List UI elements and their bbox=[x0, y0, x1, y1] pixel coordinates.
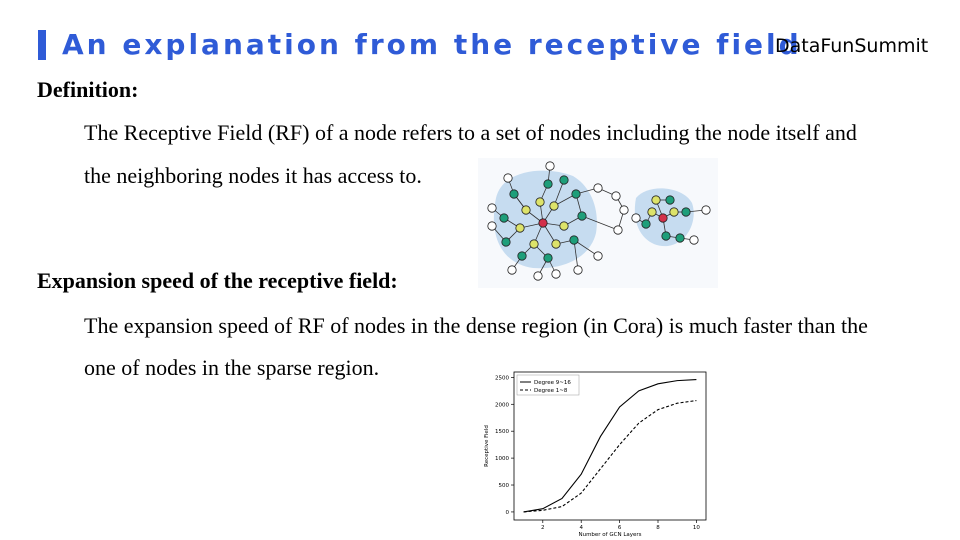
graph-node-hop2 bbox=[509, 189, 519, 199]
graph-node-hop1 bbox=[559, 221, 569, 231]
graph-node-outer bbox=[593, 251, 603, 261]
graph-node-outer bbox=[551, 269, 561, 279]
legend-label-2: Degree 1~8 bbox=[534, 388, 568, 394]
graph-node-hop2 bbox=[569, 235, 579, 245]
graph-node-outer bbox=[545, 161, 555, 171]
x-tick-label: 6 bbox=[618, 525, 622, 531]
x-tick-label: 4 bbox=[579, 525, 583, 531]
graph-node-outer bbox=[613, 225, 623, 235]
y-tick-label: 2000 bbox=[495, 402, 509, 408]
graph-node-outer bbox=[487, 221, 497, 231]
y-tick-label: 0 bbox=[506, 510, 510, 516]
y-tick-label: 500 bbox=[499, 483, 510, 489]
legend-label-1: Degree 9~16 bbox=[534, 380, 571, 386]
graph-node-hop2 bbox=[665, 195, 675, 205]
x-tick-label: 10 bbox=[693, 525, 700, 531]
definition-heading: Definition: bbox=[37, 77, 139, 102]
chart-legend-box bbox=[516, 374, 580, 396]
graph-node-outer bbox=[507, 265, 517, 275]
graph-node-hop1 bbox=[521, 205, 531, 215]
graph-node-outer bbox=[573, 265, 583, 275]
y-tick-label: 1500 bbox=[495, 429, 509, 435]
graph-edge bbox=[573, 239, 579, 271]
graph-node-center bbox=[658, 213, 668, 223]
graph-node-outer bbox=[533, 271, 543, 281]
graph-node-hop2 bbox=[501, 237, 511, 247]
expansion-line-1: The expansion speed of RF of nodes in th… bbox=[84, 313, 868, 338]
graph-node-center bbox=[538, 218, 548, 228]
definition-line-2: the neighboring nodes it has access to. bbox=[84, 163, 422, 188]
graph-node-hop2 bbox=[681, 207, 691, 217]
graph-node-hop2 bbox=[661, 231, 671, 241]
graph-node-outer bbox=[619, 205, 629, 215]
graph-edge bbox=[553, 179, 565, 207]
graph-node-outer bbox=[611, 191, 621, 201]
series-line-2 bbox=[523, 399, 697, 513]
brand-logo-text: DataFunSummit bbox=[775, 35, 929, 57]
receptive-field-chart: 0 500 1000 1500 2000 2500 2 4 6 8 10 Number of GCN … bbox=[484, 371, 707, 538]
graph-node-hop2 bbox=[675, 233, 685, 243]
title-accent-bar bbox=[38, 30, 46, 60]
x-tick-label: 8 bbox=[656, 525, 660, 531]
graph-node-hop1 bbox=[647, 207, 657, 217]
graph-node-outer bbox=[503, 173, 513, 183]
graph-edge bbox=[573, 239, 599, 257]
graph-node-hop2 bbox=[543, 253, 553, 263]
graph-node-hop1 bbox=[529, 239, 539, 249]
graph-node-hop2 bbox=[543, 179, 553, 189]
graph-node-outer bbox=[487, 203, 497, 213]
receptive-field-graph-illustration bbox=[478, 158, 718, 288]
series-line-1 bbox=[523, 378, 697, 513]
graph-node-hop1 bbox=[551, 239, 561, 249]
chart-plot-frame bbox=[513, 371, 707, 521]
graph-node-hop1 bbox=[549, 201, 559, 211]
graph-node-hop2 bbox=[641, 219, 651, 229]
graph-edge bbox=[581, 215, 619, 231]
x-axis-label: Number of GCN Layers bbox=[578, 532, 641, 538]
y-tick-label: 1000 bbox=[495, 456, 509, 462]
graph-node-hop1 bbox=[535, 197, 545, 207]
graph-node-hop1 bbox=[515, 223, 525, 233]
graph-node-hop1 bbox=[651, 195, 661, 205]
graph-node-hop2 bbox=[577, 211, 587, 221]
graph-node-outer bbox=[631, 213, 641, 223]
graph-node-outer bbox=[593, 183, 603, 193]
graph-node-hop2 bbox=[517, 251, 527, 261]
graph-node-hop2 bbox=[559, 175, 569, 185]
expansion-line-2: one of nodes in the sparse region. bbox=[84, 355, 380, 380]
y-axis-label: Receptive Field bbox=[484, 425, 490, 467]
graph-node-hop2 bbox=[499, 213, 509, 223]
y-tick-label: 2500 bbox=[495, 375, 509, 381]
graph-node-hop2 bbox=[571, 189, 581, 199]
graph-node-outer bbox=[701, 205, 711, 215]
slide-title: An explanation from the receptive field bbox=[62, 28, 802, 61]
graph-node-hop1 bbox=[669, 207, 679, 217]
expansion-heading: Expansion speed of the receptive field: bbox=[37, 268, 398, 293]
x-tick-label: 2 bbox=[541, 525, 545, 531]
graph-node-outer bbox=[689, 235, 699, 245]
definition-line-1: The Receptive Field (RF) of a node refer… bbox=[84, 120, 857, 145]
